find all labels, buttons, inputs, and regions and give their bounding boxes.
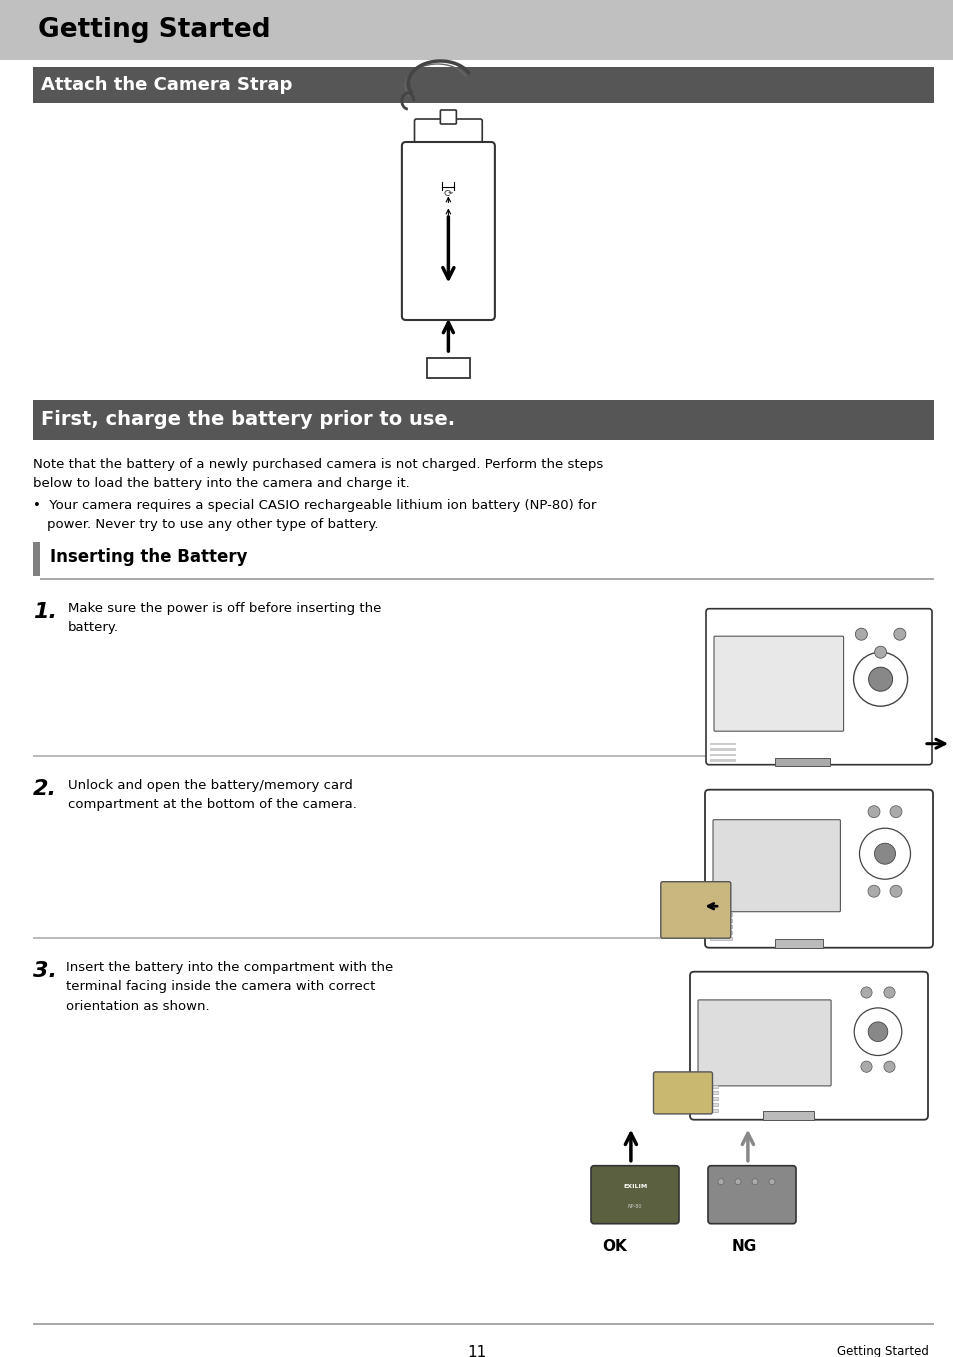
- Text: Getting Started: Getting Started: [836, 1345, 928, 1357]
- Text: Inserting the Battery: Inserting the Battery: [51, 548, 248, 566]
- Text: ⟳: ⟳: [443, 189, 453, 198]
- Bar: [709, 936, 731, 939]
- Circle shape: [859, 828, 909, 879]
- FancyBboxPatch shape: [440, 110, 456, 123]
- FancyBboxPatch shape: [689, 972, 927, 1120]
- Bar: [695, 1084, 718, 1088]
- FancyBboxPatch shape: [401, 142, 495, 320]
- Circle shape: [874, 843, 895, 864]
- Bar: [40, 578, 933, 579]
- Circle shape: [718, 1179, 723, 1185]
- Bar: [709, 759, 736, 761]
- Circle shape: [734, 1179, 740, 1185]
- Circle shape: [883, 1061, 894, 1072]
- Bar: [427, 358, 469, 379]
- Circle shape: [867, 1022, 887, 1042]
- Bar: [695, 1103, 718, 1106]
- Bar: [709, 742, 736, 745]
- FancyBboxPatch shape: [698, 1000, 830, 1086]
- Bar: [774, 939, 822, 949]
- Text: 3.: 3.: [33, 961, 57, 981]
- Text: 11: 11: [467, 1345, 486, 1357]
- Bar: [709, 913, 731, 916]
- Text: Make sure the power is off before inserting the: Make sure the power is off before insert…: [68, 601, 381, 615]
- Circle shape: [867, 885, 879, 897]
- Circle shape: [867, 668, 892, 691]
- FancyBboxPatch shape: [707, 1166, 795, 1224]
- Bar: [33, 541, 40, 575]
- Text: EXILIM: EXILIM: [622, 1185, 646, 1189]
- Bar: [695, 1096, 718, 1099]
- Text: Insert the battery into the compartment with the: Insert the battery into the compartment …: [66, 961, 393, 974]
- Text: terminal facing inside the camera with correct: terminal facing inside the camera with c…: [66, 980, 375, 993]
- Text: 2.: 2.: [33, 779, 57, 799]
- Circle shape: [889, 885, 901, 897]
- Text: First, charge the battery prior to use.: First, charge the battery prior to use.: [41, 411, 455, 430]
- Text: battery.: battery.: [68, 622, 119, 634]
- Circle shape: [853, 1008, 901, 1056]
- FancyBboxPatch shape: [704, 790, 932, 947]
- FancyBboxPatch shape: [653, 1072, 712, 1114]
- Text: Attach the Camera Strap: Attach the Camera Strap: [41, 76, 292, 94]
- Bar: [33, 400, 933, 440]
- Circle shape: [867, 806, 879, 818]
- FancyBboxPatch shape: [713, 636, 842, 731]
- Bar: [33, 66, 933, 103]
- Text: OK: OK: [601, 1239, 626, 1254]
- Circle shape: [883, 987, 894, 999]
- Bar: [33, 1323, 933, 1324]
- Text: NP-80: NP-80: [627, 1204, 641, 1209]
- FancyBboxPatch shape: [590, 1166, 679, 1224]
- FancyBboxPatch shape: [712, 820, 840, 912]
- Text: below to load the battery into the camera and charge it.: below to load the battery into the camer…: [33, 478, 410, 490]
- Bar: [0, 0, 953, 60]
- Bar: [709, 919, 731, 921]
- FancyBboxPatch shape: [705, 609, 931, 765]
- Circle shape: [860, 987, 871, 999]
- Bar: [762, 1111, 813, 1120]
- Text: compartment at the bottom of the camera.: compartment at the bottom of the camera.: [68, 798, 356, 811]
- Text: Getting Started: Getting Started: [38, 18, 271, 43]
- Text: Note that the battery of a newly purchased camera is not charged. Perform the st: Note that the battery of a newly purchas…: [33, 459, 602, 471]
- Bar: [33, 754, 923, 757]
- Bar: [774, 757, 829, 765]
- Circle shape: [768, 1179, 774, 1185]
- Bar: [709, 753, 736, 756]
- Circle shape: [855, 628, 866, 641]
- Circle shape: [889, 806, 901, 818]
- Bar: [695, 1091, 718, 1094]
- Text: •  Your camera requires a special CASIO rechargeable lithium ion battery (NP-80): • Your camera requires a special CASIO r…: [33, 499, 596, 512]
- Text: power. Never try to use any other type of battery.: power. Never try to use any other type o…: [47, 518, 378, 532]
- Bar: [695, 1109, 718, 1111]
- Text: orientation as shown.: orientation as shown.: [66, 1000, 210, 1012]
- Text: Unlock and open the battery/memory card: Unlock and open the battery/memory card: [68, 779, 353, 791]
- Text: 1.: 1.: [33, 601, 57, 622]
- Circle shape: [751, 1179, 758, 1185]
- Circle shape: [874, 646, 885, 658]
- Bar: [709, 748, 736, 750]
- FancyBboxPatch shape: [414, 119, 482, 148]
- Circle shape: [853, 653, 906, 706]
- Circle shape: [860, 1061, 871, 1072]
- Text: NG: NG: [731, 1239, 756, 1254]
- Bar: [709, 931, 731, 934]
- Bar: [33, 938, 923, 939]
- Circle shape: [893, 628, 905, 641]
- FancyBboxPatch shape: [660, 882, 730, 938]
- Bar: [709, 924, 731, 928]
